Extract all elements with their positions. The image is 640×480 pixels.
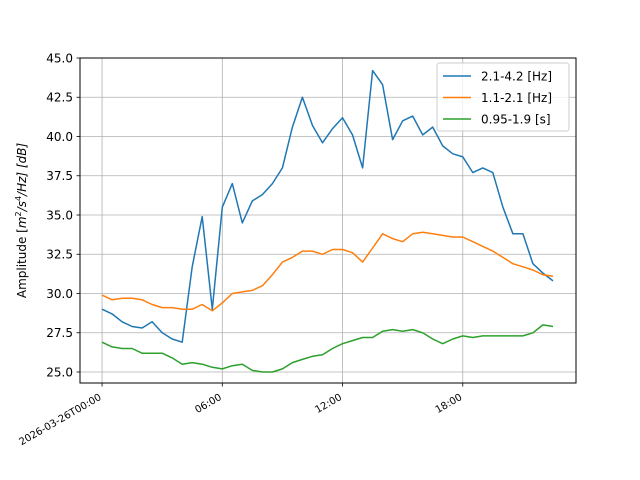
legend-label-2: 1.1-2.1 [Hz] <box>481 91 552 105</box>
series-group <box>101 69 554 373</box>
y-tick-label: 40.0 <box>46 130 73 144</box>
y-tick-label: 27.5 <box>46 326 73 340</box>
y-tick-label: 42.5 <box>46 91 73 105</box>
y-axis-label: Amplitude [m2/s4/Hz] [dB] <box>14 143 29 299</box>
y-tick-label: 25.0 <box>46 365 73 379</box>
plot-frame <box>79 57 577 384</box>
y-axis: 25.0 27.5 30.0 32.5 35.0 37.5 40.0 42.5 45.0 <box>46 51 80 379</box>
y-tick-label: 45.0 <box>46 51 73 65</box>
legend-label-3: 0.95-1.9 [s] <box>481 113 551 127</box>
y-tick-label: 35.0 <box>46 208 73 222</box>
legend: 2.1-4.2 [Hz] 1.1-2.1 [Hz] 0.95-1.9 [s] <box>436 62 570 132</box>
series-line-1 <box>101 69 554 343</box>
legend-label-1: 2.1-4.2 [Hz] <box>481 70 552 84</box>
y-tick-label: 32.5 <box>46 248 73 262</box>
y-tick-label: 37.5 <box>46 169 73 183</box>
y-tick-label: 30.0 <box>46 287 73 301</box>
legend-box <box>436 62 570 132</box>
series-line-2 <box>101 231 554 312</box>
series-line-3 <box>101 324 554 373</box>
